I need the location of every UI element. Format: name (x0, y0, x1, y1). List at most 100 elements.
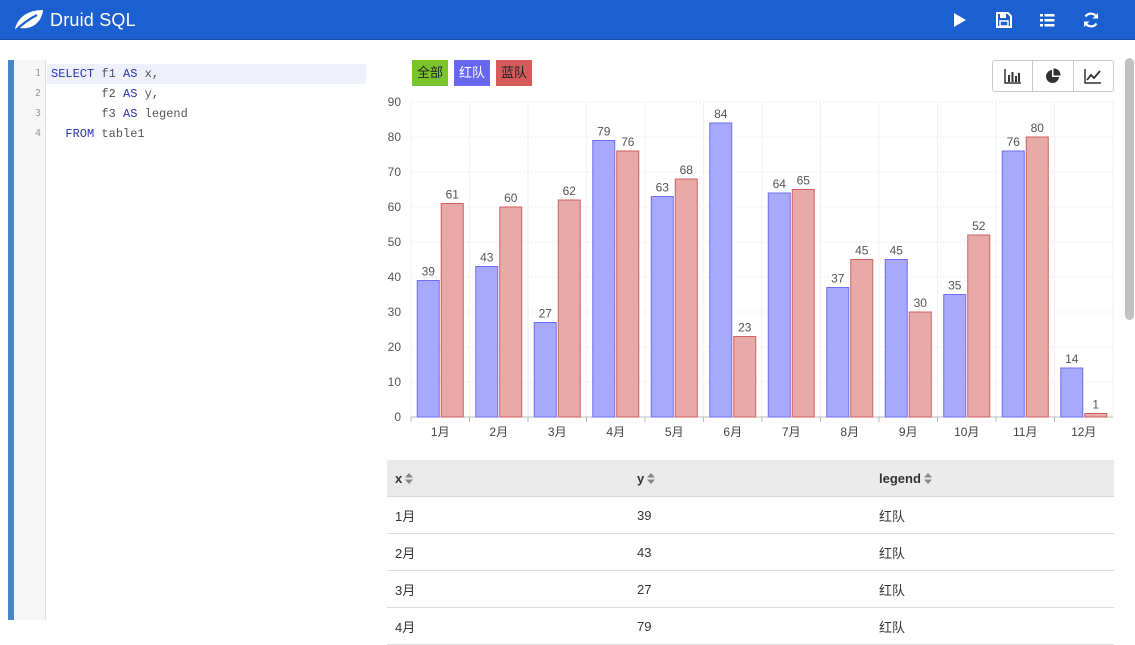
cell-y: 79 (637, 618, 652, 634)
data-label: 84 (714, 107, 728, 121)
cell-y: 39 (637, 507, 652, 523)
table-row[interactable]: 1月 39 红队 (387, 497, 1114, 534)
top-navbar: Druid SQL (0, 0, 1135, 40)
bar-blue-team (440, 203, 464, 418)
y-tick-label: 10 (388, 375, 402, 389)
cell-x: 3月 (395, 582, 416, 598)
bar-blue-team (674, 178, 698, 418)
y-tick-label: 70 (388, 165, 402, 179)
data-label: 45 (890, 244, 904, 258)
line-number: 2 (34, 88, 41, 99)
play-icon[interactable] (948, 9, 970, 31)
x-tick-label: 10月 (954, 425, 979, 439)
chart-type-toolbar (992, 60, 1114, 92)
data-label: 1 (1092, 398, 1099, 412)
data-label: 45 (855, 244, 869, 258)
table-row[interactable]: 4月 79 红队 (387, 608, 1114, 645)
cell-x: 4月 (395, 619, 416, 635)
data-label: 76 (1007, 135, 1021, 149)
header-y[interactable]: y (637, 471, 656, 486)
data-label: 80 (1031, 121, 1045, 135)
table-header-row: x y legend (387, 460, 1114, 497)
bar-chart-icon (1003, 69, 1021, 84)
line-number-gutter: 1 2 3 4 (14, 60, 46, 620)
pie-chart-button[interactable] (1033, 61, 1074, 91)
table-row[interactable]: 2月 43 红队 (387, 534, 1114, 571)
save-icon[interactable] (993, 9, 1015, 31)
y-tick-label: 30 (388, 305, 402, 319)
x-tick-label: 2月 (489, 425, 508, 439)
bar-red-team (767, 192, 791, 418)
data-label: 27 (539, 307, 553, 321)
bar-blue-team (908, 311, 932, 418)
code-line[interactable]: FROM table1 (51, 127, 145, 141)
data-label: 65 (797, 174, 811, 188)
code-line[interactable]: f3 AS legend (51, 107, 188, 121)
y-tick-label: 80 (388, 130, 402, 144)
code-line[interactable]: f2 AS y, (51, 87, 160, 101)
x-tick-label: 9月 (899, 425, 918, 439)
data-label: 68 (680, 163, 694, 177)
data-label: 79 (597, 125, 611, 139)
x-tick-label: 7月 (782, 425, 801, 439)
bar-red-team (416, 280, 440, 418)
data-label: 37 (831, 272, 845, 286)
filter-red-team-button[interactable]: 红队 (454, 60, 491, 86)
line-number: 1 (34, 68, 41, 79)
app-title: Druid SQL (50, 9, 136, 30)
bar-blue-team (1025, 136, 1049, 418)
bar-blue-team (616, 150, 640, 418)
cell-legend: 红队 (879, 582, 906, 598)
line-chart-button[interactable] (1073, 61, 1113, 91)
leaf-logo-icon (13, 10, 43, 33)
data-label: 62 (563, 184, 577, 198)
bar-blue-team (733, 336, 757, 418)
result-table: x y legend 1月 39 红队 2月 43 红队 3月 27 红队 4月… (387, 460, 1114, 645)
brand[interactable]: Druid SQL (12, 5, 136, 35)
refresh-icon[interactable] (1080, 9, 1102, 31)
data-label: 64 (773, 177, 787, 191)
x-tick-label: 12月 (1071, 425, 1096, 439)
line-number: 4 (34, 128, 41, 139)
data-label: 30 (914, 296, 928, 310)
x-tick-label: 1月 (431, 425, 450, 439)
cell-legend: 红队 (879, 508, 906, 524)
data-label: 63 (656, 181, 670, 195)
code-line[interactable]: SELECT f1 AS x, (51, 67, 160, 81)
cell-legend: 红队 (879, 619, 906, 635)
header-x[interactable]: x (395, 471, 414, 486)
x-tick-label: 8月 (840, 425, 859, 439)
data-label: 43 (480, 251, 494, 265)
data-label: 23 (738, 321, 752, 335)
sql-editor[interactable]: 1 2 3 4 SELECT f1 AS x, f2 AS y, f3 AS l… (8, 60, 370, 620)
data-label: 52 (972, 219, 986, 233)
bar-chart-button[interactable] (993, 61, 1034, 91)
cell-legend: 红队 (879, 545, 906, 561)
code-area[interactable]: SELECT f1 AS x, f2 AS y, f3 AS legend FR… (47, 60, 370, 620)
bar-red-team (650, 196, 674, 418)
list-icon[interactable] (1036, 9, 1058, 31)
filter-all-button[interactable]: 全部 (412, 60, 449, 86)
bar-blue-team (850, 259, 874, 418)
active-line-highlight (47, 64, 366, 84)
page-scrollbar[interactable] (1125, 58, 1134, 320)
table-row[interactable]: 3月 27 红队 (387, 571, 1114, 608)
y-tick-label: 50 (388, 235, 402, 249)
filter-blue-team-button[interactable]: 蓝队 (496, 60, 533, 86)
bar-blue-team (499, 206, 523, 418)
bar-red-team (709, 122, 733, 418)
y-tick-label: 40 (388, 270, 402, 284)
y-tick-label: 0 (394, 410, 401, 424)
line-number: 3 (34, 108, 41, 119)
bar-red-team (943, 294, 967, 418)
y-tick-label: 60 (388, 200, 402, 214)
y-tick-label: 20 (388, 340, 402, 354)
header-legend[interactable]: legend (879, 471, 932, 486)
x-tick-label: 5月 (665, 425, 684, 439)
x-tick-label: 3月 (548, 425, 567, 439)
data-label: 76 (621, 135, 635, 149)
bar-red-team (1060, 367, 1084, 418)
data-label: 60 (504, 191, 518, 205)
bar-red-team (533, 322, 557, 418)
bar-chart: 0 10 20 30 40 50 60 70 80 90 1月 39 61 2月 43 60 3月 27 62 4月 7… (388, 95, 1114, 439)
